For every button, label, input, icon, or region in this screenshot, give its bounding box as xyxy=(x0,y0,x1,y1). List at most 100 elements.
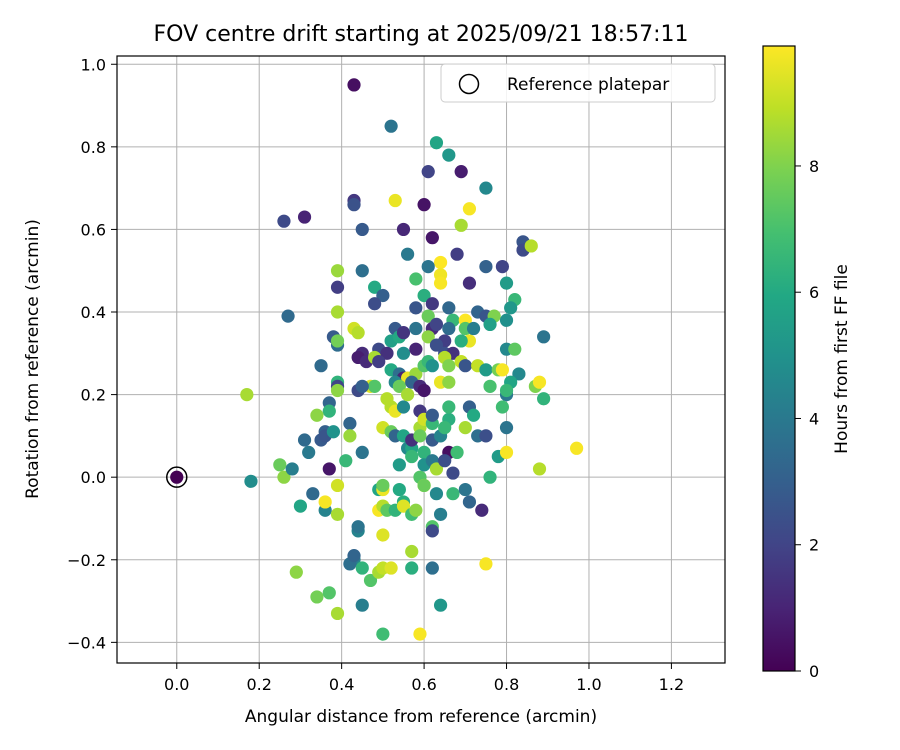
data-point xyxy=(355,598,369,612)
data-point xyxy=(458,482,472,497)
data-point xyxy=(421,259,435,274)
data-point xyxy=(433,276,448,290)
data-point xyxy=(322,586,336,600)
colorbar-tick-label: 2 xyxy=(809,536,819,555)
data-point xyxy=(570,441,584,455)
data-point xyxy=(355,379,369,393)
data-point xyxy=(479,181,493,195)
data-point xyxy=(330,264,345,278)
data-point xyxy=(454,218,468,232)
data-point xyxy=(409,321,423,336)
data-point xyxy=(318,495,332,509)
x-tick-label: 1.2 xyxy=(659,675,684,694)
data-point xyxy=(396,346,411,360)
data-point xyxy=(442,148,456,162)
data-point xyxy=(462,202,477,216)
reference-marker-ring xyxy=(166,466,188,488)
data-point xyxy=(429,338,444,352)
x-tick-label: 0.2 xyxy=(246,675,271,694)
data-point xyxy=(355,561,369,575)
data-point xyxy=(297,210,312,224)
data-point xyxy=(351,326,365,340)
y-tick-label: 0.0 xyxy=(81,468,106,487)
data-point xyxy=(438,454,452,468)
data-point xyxy=(532,375,547,389)
legend: Reference platepar xyxy=(440,63,716,103)
data-point xyxy=(368,297,382,311)
scatter-points xyxy=(240,78,584,641)
data-point xyxy=(483,379,497,393)
data-point xyxy=(479,259,493,274)
data-point xyxy=(446,466,460,480)
legend-box xyxy=(440,63,716,103)
colorbar-ticks: 0 2 4 6 8 xyxy=(795,157,819,681)
data-point xyxy=(392,482,406,497)
data-point xyxy=(330,507,345,521)
data-point xyxy=(351,520,365,534)
data-point xyxy=(330,606,345,621)
data-point xyxy=(462,276,477,290)
data-point xyxy=(450,445,464,460)
data-point xyxy=(429,462,444,476)
data-point xyxy=(442,359,456,373)
data-point xyxy=(433,507,448,521)
data-point xyxy=(330,478,345,493)
data-point xyxy=(289,565,303,579)
data-point xyxy=(421,309,435,323)
data-point xyxy=(293,499,308,513)
data-point xyxy=(425,524,439,538)
data-point xyxy=(368,379,382,393)
y-tick-label: −0.2 xyxy=(67,551,106,570)
data-point xyxy=(499,421,514,435)
data-point xyxy=(409,342,423,356)
data-point xyxy=(442,375,456,389)
data-point xyxy=(442,400,456,414)
x-tick-label: 0.8 xyxy=(494,675,519,694)
data-point xyxy=(499,383,514,398)
data-point xyxy=(314,359,328,373)
colorbar-gradient xyxy=(762,45,796,672)
data-point xyxy=(429,136,444,150)
data-point xyxy=(330,383,345,398)
chart-title: FOV centre drift starting at 2025/09/21 … xyxy=(154,22,689,47)
data-point xyxy=(355,264,369,278)
x-axis-label: Angular distance from reference (arcmin) xyxy=(245,707,597,727)
data-point xyxy=(273,458,287,472)
data-point xyxy=(330,280,345,294)
data-point xyxy=(372,354,386,369)
data-point xyxy=(396,499,411,513)
data-point xyxy=(297,433,312,447)
data-point xyxy=(409,301,423,315)
colorbar-tick-label: 8 xyxy=(809,157,819,176)
data-point xyxy=(458,421,472,435)
data-point xyxy=(454,334,468,348)
data-point xyxy=(417,478,431,493)
data-point xyxy=(425,408,439,422)
data-point xyxy=(504,301,518,315)
data-point xyxy=(466,321,481,336)
data-point xyxy=(413,627,427,641)
reference-point xyxy=(166,466,188,488)
y-tick-label: −0.4 xyxy=(67,633,106,652)
data-point xyxy=(347,198,361,212)
data-point xyxy=(330,305,345,319)
x-axis-ticks: 0.0 0.2 0.4 0.6 0.8 1.0 1.2 xyxy=(164,663,684,694)
data-point xyxy=(277,214,291,228)
data-point xyxy=(347,78,361,92)
data-point xyxy=(376,627,390,641)
data-point xyxy=(240,387,254,402)
data-point xyxy=(442,301,456,315)
data-point xyxy=(392,458,406,472)
x-tick-label: 0.4 xyxy=(329,675,354,694)
data-point xyxy=(508,342,522,356)
y-axis-ticks: −0.4 −0.2 0.0 0.2 0.4 0.6 0.8 1.0 xyxy=(67,55,117,652)
data-point xyxy=(277,470,291,484)
data-point xyxy=(405,449,419,464)
data-point xyxy=(532,462,547,476)
data-point xyxy=(417,288,431,303)
data-point xyxy=(483,317,497,332)
data-point xyxy=(376,288,390,303)
data-point xyxy=(343,416,357,431)
data-point xyxy=(499,445,514,460)
x-tick-label: 0.0 xyxy=(164,675,189,694)
